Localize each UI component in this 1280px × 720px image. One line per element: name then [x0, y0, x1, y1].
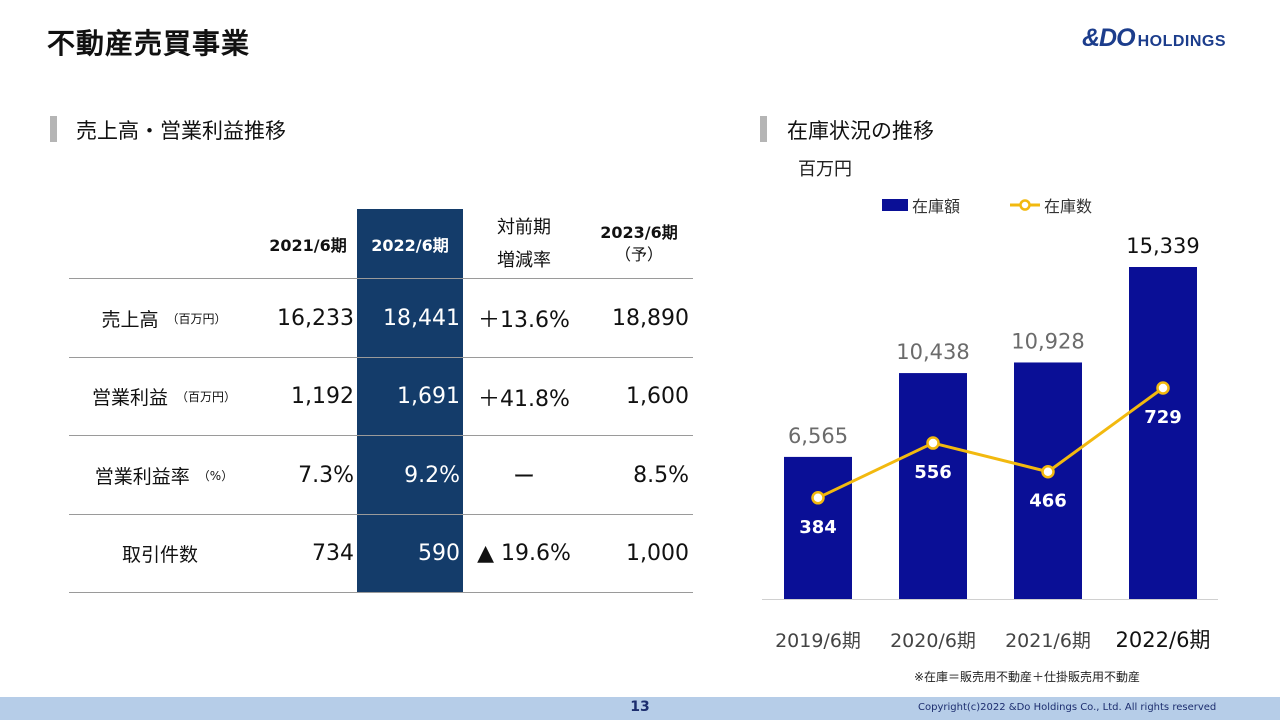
cell-2022: 590 — [418, 541, 460, 566]
bar-value-label: 10,438 — [896, 340, 969, 364]
inventory-count-point — [811, 491, 825, 505]
x-tick-label: 2020/6期 — [890, 630, 976, 652]
cell-2023: 8.5% — [633, 462, 689, 488]
logo-mark: &DO — [1082, 24, 1136, 52]
row-label-operating-profit: 営業利益 （百万円） — [69, 358, 259, 435]
line-value-label: 556 — [914, 462, 952, 483]
legend-line-swatch — [1010, 195, 1041, 215]
cell-2021: 7.3% — [298, 462, 354, 488]
inventory-count-point — [926, 436, 940, 450]
header-2022: 2022/6期 — [371, 235, 449, 255]
header-change: 対前期 増減率 — [463, 209, 585, 278]
row-label-text: 営業利益率 — [94, 465, 190, 488]
legend-label-inventory-amount: 在庫額 — [912, 197, 961, 216]
row-label-text: 営業利益 — [91, 387, 168, 409]
row-unit: （百万円） — [166, 311, 227, 326]
cell-change: ＋41.8% — [478, 386, 570, 412]
row-label-text: 売上高 — [101, 308, 159, 331]
page-title: 不動産売買事業 — [47, 27, 251, 60]
cell-2023: 1,600 — [626, 384, 689, 409]
cell-change: ▲ 19.6% — [477, 541, 571, 566]
left-section-heading: 売上高・営業利益推移 — [76, 119, 286, 143]
header-2021: 2021/6期 — [269, 235, 347, 255]
chart-legend: 在庫額 在庫数 — [882, 193, 1092, 217]
table-divider — [69, 278, 693, 279]
cell-2021: 734 — [312, 541, 354, 566]
row-label-operating-margin: 営業利益率 （%） — [69, 436, 259, 514]
row-label-transactions: 取引件数 — [69, 515, 259, 592]
line-value-label: 384 — [799, 517, 837, 538]
inventory-amount-bar — [1014, 362, 1082, 599]
logo-word: HOLDINGS — [1137, 33, 1227, 50]
section-marker-right — [760, 116, 767, 142]
footnote: ※在庫＝販売用不動産＋仕掛販売用不動産 — [914, 670, 1141, 684]
cell-2022: 18,441 — [383, 305, 460, 331]
right-section-heading: 在庫状況の推移 — [787, 119, 934, 143]
highlight-column-2022 — [357, 209, 463, 592]
inventory-amount-bar — [1129, 267, 1197, 599]
header-change-line2: 増減率 — [497, 249, 551, 271]
table-divider — [69, 435, 693, 436]
chart-unit-label: 百万円 — [798, 159, 852, 180]
copyright: Copyright(c)2022 &Do Holdings Co., Ltd. … — [918, 702, 1217, 713]
legend-bar-swatch — [882, 199, 908, 211]
legend-label-inventory-count: 在庫数 — [1044, 197, 1093, 216]
x-tick-label: 2019/6期 — [775, 630, 861, 652]
x-tick-label: 2022/6期 — [1116, 628, 1211, 652]
table-divider — [69, 514, 693, 515]
line-value-label: 729 — [1144, 407, 1182, 428]
cell-2021: 16,233 — [277, 305, 354, 331]
inventory-count-point — [1156, 381, 1170, 395]
line-value-label: 466 — [1029, 491, 1067, 512]
page-number: 13 — [630, 699, 650, 715]
cell-change: ー — [512, 465, 535, 490]
table-divider — [69, 592, 693, 593]
company-logo: &DO HOLDINGS — [1082, 24, 1226, 53]
footer-band — [0, 697, 1280, 720]
inventory-amount-bar — [899, 373, 967, 599]
row-unit: （百万円） — [176, 390, 237, 404]
x-tick-label: 2021/6期 — [1005, 630, 1091, 652]
bar-value-label: 6,565 — [788, 424, 848, 448]
cell-2023: 18,890 — [612, 305, 689, 331]
bar-value-label: 15,339 — [1126, 234, 1199, 258]
row-label-text: 取引件数 — [121, 544, 198, 566]
table-divider — [69, 357, 693, 358]
kpi-table: 2021/6期 2022/6期 対前期 増減率 2023/6期 （予） 売上高 （… — [69, 209, 693, 593]
bar-value-label: 10,928 — [1011, 329, 1084, 353]
cell-2021: 1,192 — [291, 384, 354, 409]
header-2023-line1: 2023/6期 — [600, 222, 678, 242]
section-marker-left — [50, 116, 57, 142]
cell-change: ＋13.6% — [478, 308, 570, 333]
inventory-count-line — [817, 386, 1164, 500]
header-2023-line2: （予） — [614, 244, 663, 264]
cell-2022: 1,691 — [397, 384, 460, 409]
cell-2023: 1,000 — [626, 541, 689, 566]
cell-2022: 9.2% — [404, 462, 460, 488]
row-label-sales: 売上高 （百万円） — [69, 279, 259, 357]
inventory-count-point — [1041, 464, 1055, 479]
header-change-line1: 対前期 — [497, 216, 551, 238]
inventory-amount-bar — [784, 456, 852, 599]
header-2023-forecast: 2023/6期 （予） — [585, 209, 693, 278]
row-unit: （%） — [197, 468, 234, 483]
